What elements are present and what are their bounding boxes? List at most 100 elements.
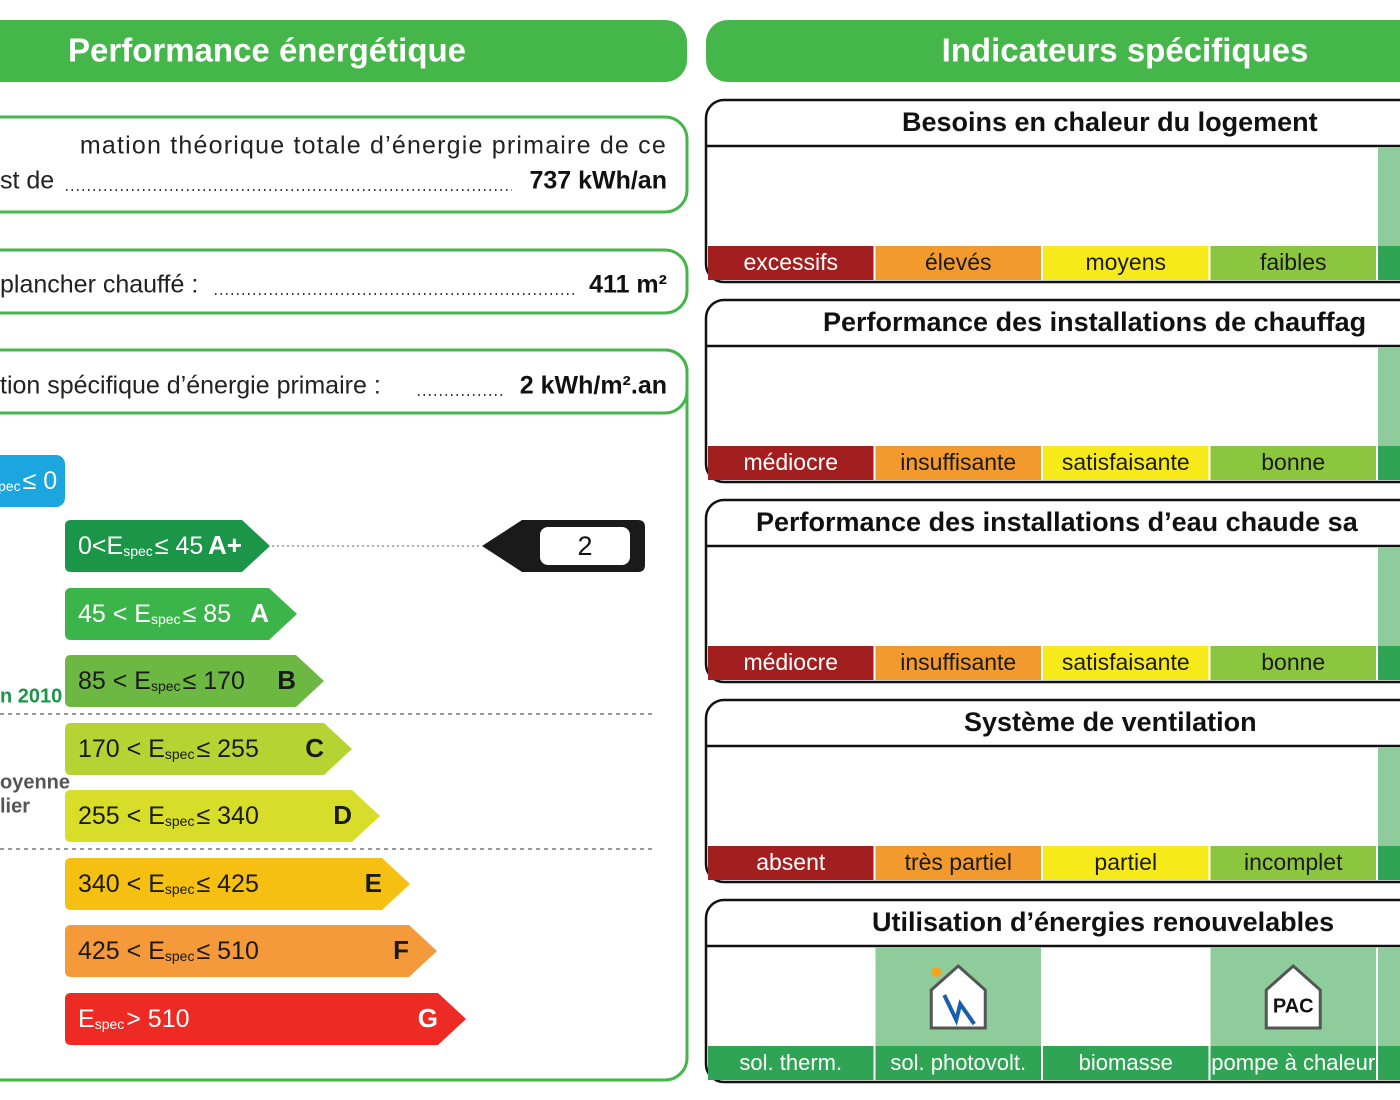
class-label-part: E (78, 1005, 95, 1033)
level-cell (1043, 646, 1209, 680)
info-value: 411 m² (589, 271, 667, 299)
best-column (1378, 947, 1400, 1046)
panel-title: Performance des installations de chauffa… (823, 307, 1366, 337)
class-bar (0, 455, 65, 507)
class-letter: G (418, 1003, 438, 1033)
panel-title: Performance des installations d’eau chau… (756, 507, 1359, 537)
info-value: 2 kWh/m².an (520, 372, 667, 400)
title-bar (706, 20, 1400, 82)
info-text: mation théorique totale d’énergie primai… (80, 132, 667, 160)
class-label-sub: spec (123, 543, 153, 559)
class-label-part: > 510 (126, 1005, 189, 1033)
class-label-part: 255 < E (78, 802, 165, 830)
class-arrow (65, 925, 437, 977)
class-letter: B (277, 665, 296, 695)
level-cell (1210, 846, 1376, 880)
class-label-part: 425 < E (78, 937, 165, 965)
class-label-part: ≤ 510 (196, 937, 258, 965)
level-cell (708, 846, 874, 880)
level-cell (708, 446, 874, 480)
side-note: n 2010 (0, 685, 62, 707)
class-label-part: 170 < E (78, 735, 165, 763)
class-arrow (65, 723, 352, 775)
bolt-icon (942, 994, 976, 1026)
class-label-part: 45 < E (78, 600, 151, 628)
best-column (1378, 347, 1400, 446)
title-bar (0, 20, 687, 82)
source-label: pompe à chaleur (1211, 1050, 1375, 1075)
level-label: bonne (1261, 449, 1325, 475)
level-label: excessifs (743, 249, 838, 275)
level-label: satisfaisante (1062, 449, 1190, 475)
class-arrow (65, 655, 324, 707)
level-label: très partiel (905, 849, 1012, 875)
level-label: bonne (1261, 649, 1325, 675)
class-label-part: ≤ 255 (196, 735, 258, 763)
section-title: Performance énergétique (68, 32, 466, 69)
info-text: st de (0, 167, 54, 195)
source-cell (875, 1046, 1041, 1080)
class-arrow (65, 858, 410, 910)
level-cell (708, 646, 874, 680)
icon-label: PAC (1273, 995, 1314, 1017)
panel-title: Utilisation d’énergies renouvelables (872, 907, 1334, 937)
level-label: insuffisante (900, 449, 1016, 475)
class-arrow (65, 993, 466, 1045)
level-label: médiocre (743, 649, 838, 675)
class-letter: E (365, 868, 382, 898)
level-cell (1210, 446, 1376, 480)
class-label: 45 < Espec≤ 85 (78, 600, 231, 628)
section-title: Indicateurs spécifiques (942, 32, 1309, 69)
best-column (1378, 747, 1400, 846)
class-arrow (65, 588, 297, 640)
class-label-part: ≤ 170 (183, 667, 245, 695)
level-cell (875, 646, 1041, 680)
best-cell (1378, 446, 1400, 480)
level-label: insuffisante (900, 649, 1016, 675)
class-label-part: ≤ 85 (183, 600, 231, 628)
house-icon (1264, 963, 1322, 1030)
class-arrow (65, 790, 380, 842)
class-label: 85 < Espec≤ 170 (78, 667, 245, 695)
level-cell (1043, 246, 1209, 280)
class-arrow (65, 520, 270, 572)
class-label-part: 85 < E (78, 667, 151, 695)
level-cell (1043, 846, 1209, 880)
panel-title: Besoins en chaleur du logement (902, 107, 1318, 137)
class-label: 340 < Espec≤ 425 (78, 870, 259, 898)
indicator-box (540, 527, 630, 565)
class-label-sub: spec (95, 1016, 125, 1032)
source-cell (1210, 1046, 1376, 1080)
level-label: partiel (1094, 849, 1157, 875)
class-label-part: ≤ 340 (196, 802, 258, 830)
side-note: lier (0, 795, 30, 817)
side-note: oyenne (0, 771, 70, 793)
class-label-sub: spec (165, 813, 195, 829)
class-label-part: 0<E (78, 532, 123, 560)
level-cell (875, 846, 1041, 880)
class-label-part: 340 < E (78, 870, 165, 898)
info-box (0, 115, 689, 214)
class-label-sub: spec (151, 678, 181, 694)
class-label-sub: spec (165, 948, 195, 964)
class-letter: D (333, 800, 352, 830)
level-label: élevés (925, 249, 991, 275)
level-label: incomplet (1244, 849, 1343, 875)
class-label: 255 < Espec≤ 340 (78, 802, 259, 830)
source-cell (1043, 1046, 1209, 1080)
info-text: plancher chauffé : (0, 271, 198, 299)
level-cell (875, 446, 1041, 480)
class-letter: F (393, 935, 409, 965)
level-cell (875, 246, 1041, 280)
level-label: médiocre (743, 449, 838, 475)
level-cell (1043, 446, 1209, 480)
info-box (0, 348, 689, 415)
class-label: pec≤ 0 (0, 467, 57, 495)
class-label-sub: pec (0, 478, 21, 494)
source-label: biomasse (1079, 1050, 1173, 1075)
class-label-part: ≤ 45 (155, 532, 203, 560)
level-cell (708, 246, 874, 280)
house-icon (929, 963, 987, 1030)
